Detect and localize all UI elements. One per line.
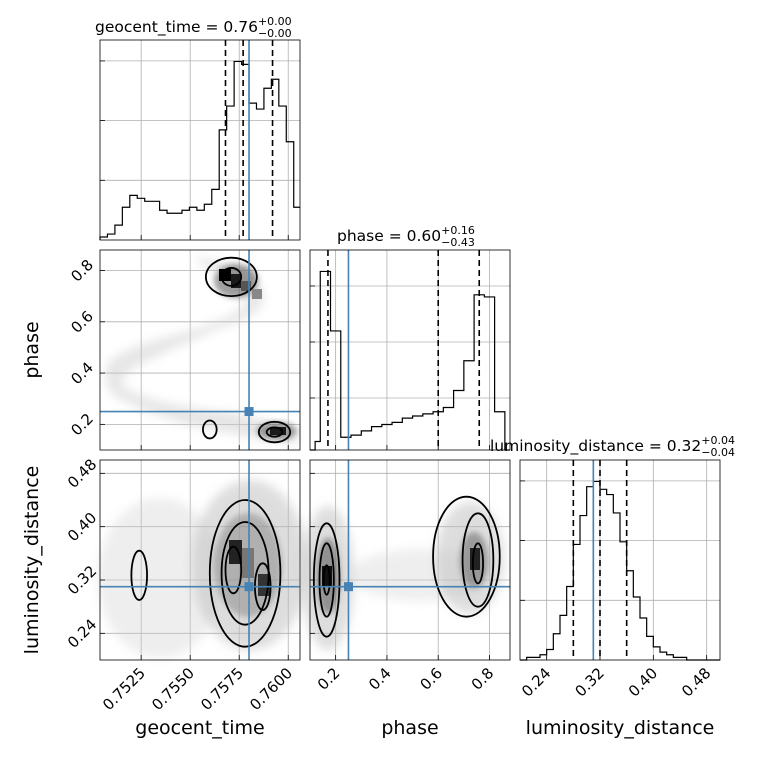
- ticks: [100, 60, 289, 240]
- panel-phase-vs-geocent-time: 0.2 0.4 0.6 0.8: [67, 249, 301, 451]
- density-cell: [252, 289, 262, 299]
- x-tick-label: 0.7575: [197, 664, 247, 714]
- contours: [202, 256, 292, 444]
- x-tick-label: 0.24: [518, 664, 554, 700]
- title-geocent-time-plus: +0.00: [258, 15, 292, 28]
- x-tick-label: 0.7550: [148, 664, 198, 714]
- title-phase: phase = 0.60+0.16 −0.43: [337, 224, 475, 249]
- contour-level-2: [318, 542, 335, 618]
- contours: [130, 499, 282, 648]
- grid: [520, 460, 720, 660]
- title-luminosity-distance-label: luminosity_distance = 0.32: [490, 437, 701, 456]
- contour-level-2: [220, 267, 243, 287]
- x-tick-label: 0.6: [416, 664, 446, 694]
- histogram-luminosity-distance: [520, 480, 720, 661]
- title-geocent-time-minus: −0.00: [258, 27, 292, 40]
- density-cell: [231, 274, 241, 288]
- contour-level-2: [265, 426, 284, 438]
- contour-level-2: [461, 512, 495, 608]
- contour-level-3: [224, 545, 243, 595]
- title-geocent-time-label: geocent_time = 0.76: [95, 18, 258, 37]
- contour-level-1: [130, 549, 148, 601]
- x-tick-label: 0.8: [468, 664, 498, 694]
- contour-level-1: [432, 495, 501, 618]
- x-tick-label: 0.2: [314, 664, 344, 694]
- ticks: [310, 285, 490, 450]
- truth-point: [343, 582, 353, 592]
- x-tick-label: 0.7600: [246, 664, 296, 714]
- xlabel-luminosity-distance: luminosity_distance: [526, 717, 715, 739]
- density-cell: [322, 566, 332, 586]
- panel-frame: [519, 459, 721, 661]
- histogram-geocent-time: [99, 60, 300, 240]
- title-phase-label: phase = 0.60: [337, 227, 441, 245]
- quantile-lines: [327, 250, 481, 450]
- contour-level-1: [202, 419, 218, 440]
- contour-level-3: [322, 564, 331, 596]
- title-luminosity-distance: luminosity_distance = 0.32+0.04 −0.04: [490, 434, 735, 459]
- x-tick-label: 0.32: [571, 664, 607, 700]
- y-tick-label: 0.8: [67, 256, 97, 286]
- y-tick-label: 0.40: [64, 509, 100, 545]
- x-tick-label: 0.40: [625, 664, 661, 700]
- grid: [100, 40, 300, 240]
- panel-luminosity-distance-histogram: 0.24 0.32 0.40 0.48 luminosity_distance = 0…: [490, 434, 735, 700]
- y-tick-label: 0.2: [67, 410, 97, 440]
- density-band: [105, 258, 300, 444]
- ylabel-phase: phase: [21, 321, 43, 378]
- histogram-phase: [310, 270, 510, 451]
- panel-luminosity-distance-vs-geocent-time: 0.7525 0.7550 0.7575 0.7600 0.24 0.32 0.40 0.48: [64, 455, 308, 714]
- density-cell: [270, 427, 286, 435]
- ticks: 0.24 0.32 0.40 0.48: [518, 480, 714, 700]
- x-tick-label: 0.48: [678, 664, 714, 700]
- panel-phase-histogram: phase = 0.60+0.16 −0.43: [309, 224, 511, 451]
- quantile-lines: [572, 460, 628, 660]
- contour-level-1: [204, 256, 258, 298]
- xlabel-geocent-time: geocent_time: [135, 717, 264, 739]
- y-tick-label: 0.32: [64, 562, 100, 598]
- contour-level-3: [471, 542, 484, 585]
- title-phase-plus: +0.16: [441, 224, 475, 237]
- x-tick-label: 0.7525: [99, 664, 149, 714]
- panel-frame: [99, 39, 301, 241]
- contours: [312, 495, 501, 638]
- ylabel-luminosity-distance: luminosity_distance: [21, 466, 43, 655]
- contour-level-1: [208, 499, 282, 648]
- title-luminosity-distance-plus: +0.04: [701, 434, 735, 447]
- truth-point: [244, 582, 254, 592]
- density-halo-left: [98, 498, 222, 658]
- truth-point: [244, 407, 254, 417]
- quantile-lines: [224, 40, 274, 240]
- y-tick-label: 0.6: [67, 307, 97, 337]
- density-cell: [241, 281, 251, 291]
- x-tick-label: 0.4: [365, 664, 395, 694]
- density-shading: [98, 480, 308, 658]
- panel-luminosity-distance-vs-phase: 0.2 0.4 0.6 0.8: [302, 459, 511, 694]
- contour-level-1: [257, 420, 292, 444]
- title-phase-minus: −0.43: [441, 236, 475, 249]
- panel-frame: [99, 249, 301, 451]
- title-geocent-time: geocent_time = 0.76+0.00 −0.00: [95, 15, 292, 40]
- panel-frame: [309, 459, 511, 661]
- density-cell: [470, 548, 480, 570]
- panel-geocent-time-histogram: geocent_time = 0.76+0.00 −0.00: [95, 15, 301, 241]
- panel-frame: [99, 459, 301, 661]
- density-shading: [105, 258, 300, 444]
- y-tick-label: 0.4: [67, 358, 97, 388]
- y-tick-label: 0.48: [64, 455, 100, 491]
- density-cell: [242, 548, 254, 578]
- panel-frame: [309, 249, 511, 451]
- y-tick-label: 0.24: [64, 615, 100, 651]
- xlabel-phase: phase: [381, 717, 438, 739]
- title-luminosity-distance-minus: −0.04: [701, 446, 735, 459]
